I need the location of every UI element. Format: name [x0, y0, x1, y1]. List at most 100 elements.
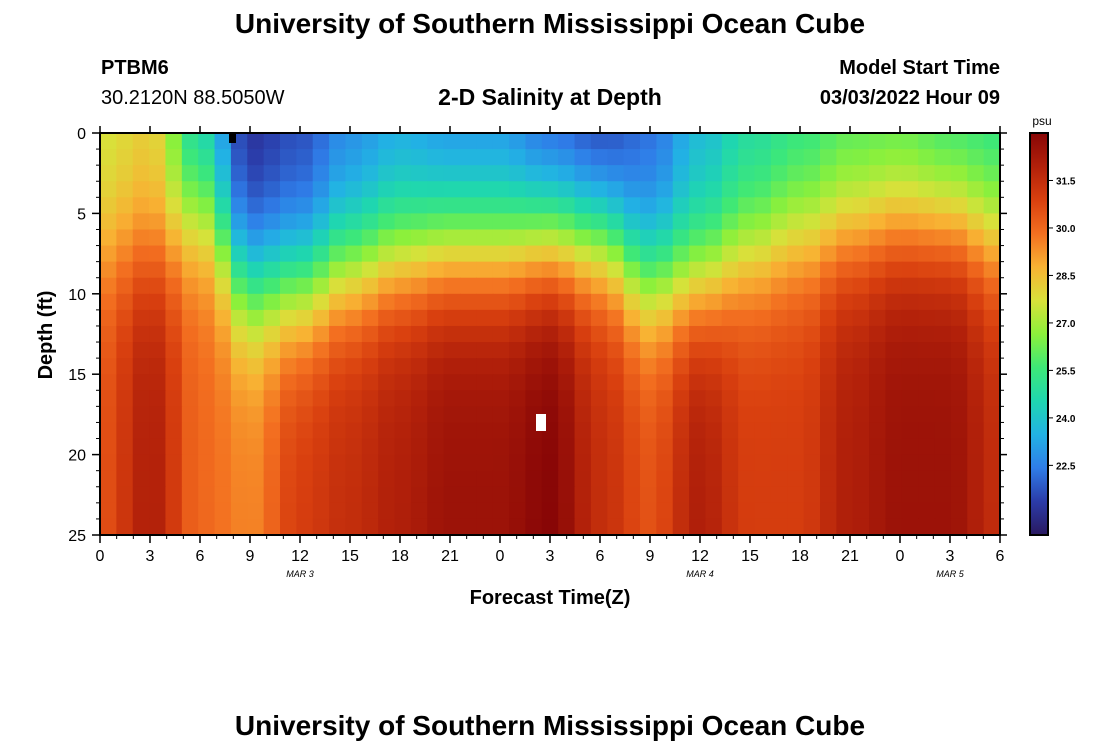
y-tick-label: 10 — [68, 287, 86, 304]
heatmap-cell — [721, 358, 739, 375]
heatmap-cell — [934, 213, 952, 231]
heatmap-cell — [116, 229, 134, 247]
x-tick-label: 15 — [341, 548, 359, 565]
heatmap-cell — [345, 518, 363, 536]
heatmap-cell — [181, 293, 199, 311]
heatmap-cell — [869, 149, 887, 166]
heatmap-cell — [787, 197, 805, 214]
heatmap-cell — [198, 293, 216, 311]
heatmap-cell — [427, 293, 445, 311]
heatmap-cell — [852, 181, 870, 198]
heatmap-cell — [656, 470, 674, 488]
heatmap-cell — [689, 165, 707, 182]
heatmap-cell — [558, 518, 576, 536]
heatmap-cell — [214, 245, 232, 263]
heatmap-cell — [181, 342, 199, 359]
heatmap-cell — [312, 454, 330, 472]
heatmap-cell — [410, 518, 428, 536]
heatmap-cell — [754, 229, 772, 247]
heatmap-cell — [590, 293, 608, 311]
heatmap-cell — [967, 502, 985, 520]
heatmap-cell — [378, 133, 396, 150]
heatmap-cell — [165, 342, 183, 359]
heatmap-cell — [689, 213, 707, 231]
heatmap-cell — [607, 470, 625, 488]
heatmap-cell — [492, 390, 510, 407]
colorbar-tick-label: 24.0 — [1056, 414, 1076, 425]
heatmap-cell — [345, 470, 363, 488]
heatmap-cell — [476, 486, 494, 504]
heatmap-cell — [443, 438, 461, 456]
heatmap-cell — [803, 229, 821, 247]
heatmap-cell — [640, 261, 657, 279]
heatmap-cell — [705, 422, 723, 440]
heatmap-cell — [525, 213, 543, 231]
heatmap-cell — [165, 470, 183, 488]
heatmap-cell — [721, 309, 739, 327]
heatmap-cell — [181, 358, 199, 375]
heatmap-cell — [345, 261, 363, 279]
heatmap-cell — [640, 325, 657, 343]
heatmap-cell — [590, 454, 608, 472]
heatmap-cell — [950, 181, 968, 198]
heatmap-cell — [329, 486, 347, 504]
heatmap-cell — [378, 165, 396, 182]
heatmap-cell — [329, 181, 347, 198]
heatmap-cell — [901, 422, 919, 440]
heatmap-cell — [198, 181, 216, 198]
heatmap-cell — [296, 342, 314, 359]
heatmap-cell — [558, 149, 576, 166]
heatmap-cell — [738, 390, 756, 407]
heatmap-cell — [950, 149, 968, 166]
heatmap-cell — [721, 325, 739, 343]
heatmap-cell — [378, 213, 396, 231]
heatmap-cell — [950, 165, 968, 182]
heatmap-cell — [525, 502, 543, 520]
heatmap-cell — [296, 390, 314, 407]
heatmap-cell — [770, 213, 788, 231]
heatmap-cell — [705, 518, 723, 536]
heatmap-cell — [787, 133, 805, 150]
heatmap-cell — [247, 390, 265, 407]
heatmap-cell — [427, 325, 445, 343]
heatmap-cell — [787, 229, 805, 247]
heatmap-cell — [296, 245, 314, 263]
x-tick-label: 3 — [546, 548, 555, 565]
heatmap-cell — [607, 422, 625, 440]
colorbar-tick-label: 25.5 — [1056, 366, 1076, 377]
heatmap-cell — [934, 342, 952, 359]
heatmap-cell — [214, 277, 232, 295]
heatmap-cell — [509, 293, 527, 311]
heatmap-cell — [443, 374, 461, 391]
heatmap-cell — [967, 342, 985, 359]
heatmap-cell — [476, 293, 494, 311]
heatmap-cell — [918, 406, 936, 424]
heatmap-cell — [247, 486, 265, 504]
model-start-label: Model Start Time — [839, 57, 1000, 79]
heatmap-cell — [787, 309, 805, 327]
heatmap-cell — [541, 181, 559, 198]
heatmap-cell — [983, 502, 1001, 520]
heatmap-cell — [623, 502, 641, 520]
heatmap-cell — [820, 390, 837, 407]
heatmap-cell — [607, 261, 625, 279]
heatmap-cell — [280, 438, 297, 456]
x-tick-label: 3 — [946, 548, 955, 565]
heatmap-cell — [149, 374, 167, 391]
heatmap-cell — [558, 213, 576, 231]
heatmap-cell — [312, 197, 330, 214]
heatmap-cell — [492, 293, 510, 311]
heatmap-cell — [312, 390, 330, 407]
heatmap-cell — [967, 245, 985, 263]
heatmap-cell — [967, 390, 985, 407]
heatmap-cell — [361, 133, 379, 150]
heatmap-cell — [443, 245, 461, 263]
heatmap-cell — [607, 454, 625, 472]
heatmap-cell — [869, 261, 887, 279]
heatmap-cell — [640, 422, 657, 440]
heatmap-cell — [983, 454, 1001, 472]
heatmap-cell — [803, 181, 821, 198]
heatmap-cell — [476, 390, 494, 407]
heatmap-cell — [378, 197, 396, 214]
heatmap-cell — [885, 342, 903, 359]
